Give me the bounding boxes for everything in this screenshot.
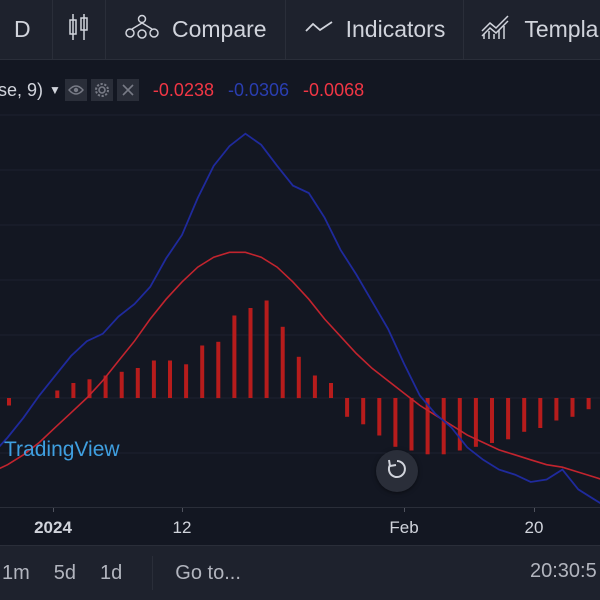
histogram-bar <box>377 398 382 436</box>
histogram-bar <box>345 398 350 417</box>
histogram-bar <box>71 383 76 398</box>
macd-line <box>0 132 600 504</box>
time-label: 12 <box>172 518 192 537</box>
histogram-bar <box>522 398 527 432</box>
histogram-bar <box>119 371 124 399</box>
histogram-bar <box>393 398 398 447</box>
histogram-bar <box>473 398 478 447</box>
histogram-bar <box>425 398 430 455</box>
indicators-button[interactable]: Indicators <box>286 0 464 60</box>
histogram-value: -0.0238 <box>152 79 214 100</box>
templates-label: Templa <box>524 16 599 42</box>
compare-button[interactable]: Compare <box>106 0 285 60</box>
indicator-legend: se, 9) ▼ -0.0238 -0.0306 -0.0068 <box>0 78 364 102</box>
reset-chart-button[interactable] <box>376 450 418 492</box>
range-1m-button[interactable]: 1m <box>2 561 30 584</box>
histogram-bar <box>296 356 301 399</box>
time-label: Feb <box>389 518 419 537</box>
compare-label: Compare <box>172 16 267 42</box>
histogram-bar <box>151 360 156 398</box>
bottom-toolbar: 1m 5d 1d Go to... 20:30:5 <box>0 545 600 600</box>
histogram-bar <box>554 398 559 421</box>
histogram-bar <box>506 398 511 440</box>
interval-label: D <box>14 16 31 42</box>
indicators-label: Indicators <box>345 16 446 42</box>
indicator-title[interactable]: se, 9) <box>0 79 44 100</box>
histogram-bar <box>168 360 172 398</box>
templates-button[interactable]: Templa <box>464 0 598 60</box>
toolbar-divider <box>52 0 53 60</box>
bottom-divider <box>152 556 154 590</box>
histogram-bar <box>409 398 414 451</box>
chevron-down-icon[interactable]: ▼ <box>49 83 61 97</box>
histogram-bar <box>586 398 591 410</box>
signal-value: -0.0068 <box>303 79 365 100</box>
histogram-bar <box>55 390 60 398</box>
histogram-bar <box>184 364 189 399</box>
histogram-bar <box>280 326 285 399</box>
signal-line <box>0 251 600 480</box>
chart-style-button[interactable] <box>53 0 105 60</box>
candles-icon <box>68 12 90 48</box>
templates-icon <box>480 13 524 47</box>
histogram-bar <box>329 383 333 398</box>
toolbar-divider <box>463 0 465 60</box>
interval-button[interactable]: D <box>0 0 52 60</box>
range-5d-button[interactable]: 5d <box>53 561 77 584</box>
histogram-bar <box>216 341 221 399</box>
time-label: 2024 <box>34 518 72 537</box>
histogram-bar <box>361 398 366 425</box>
macd-value: -0.0306 <box>227 79 290 100</box>
time-axis[interactable]: 2024 12 Feb 20 <box>0 507 600 545</box>
gear-icon[interactable] <box>90 79 113 101</box>
eye-icon[interactable] <box>64 79 87 101</box>
histogram-bar <box>538 398 543 428</box>
histogram-bar <box>457 398 462 451</box>
tick-mark <box>53 508 54 512</box>
histogram-bar <box>87 379 92 399</box>
tick-mark <box>404 508 405 512</box>
compare-icon <box>124 14 172 46</box>
tick-mark <box>182 508 183 512</box>
indicators-icon <box>304 16 346 43</box>
toolbar-divider <box>105 0 106 60</box>
histogram-bar <box>200 345 205 398</box>
histogram-bar <box>232 315 237 398</box>
reset-icon <box>386 458 408 485</box>
time-label: 20 <box>524 518 544 537</box>
histogram-bar <box>570 398 575 417</box>
histogram-bar <box>248 308 253 398</box>
histogram-bar <box>103 375 108 398</box>
histogram-bar <box>135 368 140 398</box>
top-toolbar: D Compare <box>0 0 600 60</box>
histogram-bar <box>264 300 269 398</box>
close-icon[interactable] <box>116 79 139 101</box>
histogram-bar <box>312 375 317 398</box>
clock-readout: 20:30:5 <box>530 560 597 582</box>
histogram-bar <box>490 398 494 443</box>
range-1d-button[interactable]: 1d <box>100 561 123 584</box>
histogram-bar <box>7 398 11 406</box>
goto-date-button[interactable]: Go to... <box>175 561 241 584</box>
tradingview-watermark[interactable]: TradingView <box>4 438 120 461</box>
histogram-bar <box>441 398 446 455</box>
indicator-pane[interactable]: se, 9) ▼ -0.0238 -0.0306 -0.0068 Trading… <box>0 60 600 507</box>
tick-mark <box>534 508 535 512</box>
macd-chart <box>0 114 600 504</box>
toolbar-divider <box>284 0 286 60</box>
